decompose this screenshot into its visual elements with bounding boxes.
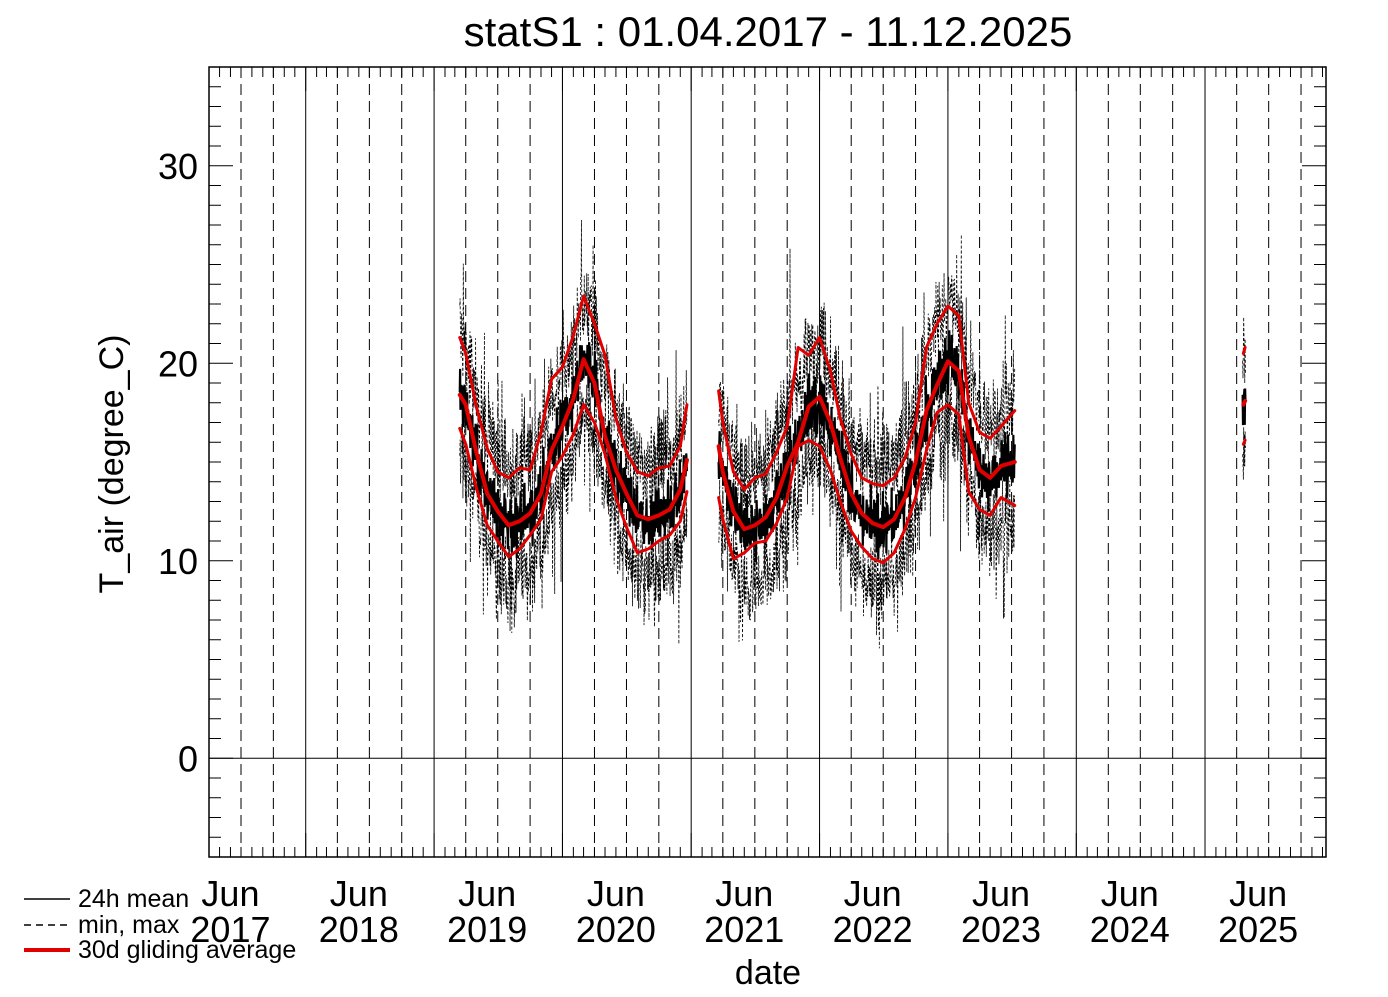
x-tick-label-month: Jun bbox=[972, 873, 1030, 914]
daily-mean-line bbox=[1241, 388, 1247, 426]
daily-max-line bbox=[1242, 317, 1246, 384]
x-tick-label-year: 2021 bbox=[704, 909, 784, 950]
x-tick-label-year: 2023 bbox=[961, 909, 1041, 950]
gliding-average-min-line bbox=[1241, 438, 1247, 446]
x-tick-label-year: 2024 bbox=[1090, 909, 1170, 950]
x-axis-label: date bbox=[735, 954, 801, 992]
y-tick-label: 0 bbox=[178, 738, 198, 779]
gliding-average-max-line bbox=[458, 294, 689, 480]
x-tick-label-year: 2022 bbox=[833, 909, 913, 950]
x-tick-label-month: Jun bbox=[1229, 873, 1287, 914]
tick-layer bbox=[208, 66, 1326, 858]
gliding-average-line bbox=[716, 359, 1017, 532]
x-tick-label-year: 2018 bbox=[319, 909, 399, 950]
x-tick-label-year: 2019 bbox=[447, 909, 527, 950]
x-tick-label-month: Jun bbox=[715, 873, 773, 914]
x-tick-label-month: Jun bbox=[587, 873, 645, 914]
data-layer bbox=[457, 220, 1248, 649]
gliding-average-max-line bbox=[1241, 345, 1247, 355]
label-layer: 0102030Jun2017Jun2018Jun2019Jun2020Jun20… bbox=[158, 146, 1298, 950]
x-tick-label-month: Jun bbox=[201, 873, 259, 914]
gliding-average-max-line bbox=[717, 304, 1017, 492]
daily-min-line bbox=[718, 373, 1016, 649]
x-tick-label-month: Jun bbox=[330, 873, 388, 914]
x-tick-label-year: 2020 bbox=[576, 909, 656, 950]
daily-min-line bbox=[459, 382, 688, 645]
gliding-average-line bbox=[1241, 398, 1248, 407]
x-tick-label-month: Jun bbox=[458, 873, 516, 914]
gliding-average-min-line bbox=[717, 403, 1017, 565]
y-tick-label: 20 bbox=[158, 343, 198, 384]
gliding-average-min-line bbox=[458, 403, 689, 559]
chart-title: statS1 : 01.04.2017 - 11.12.2025 bbox=[464, 8, 1073, 55]
legend-label: 30d gliding average bbox=[78, 936, 296, 964]
x-tick-label-month: Jun bbox=[844, 873, 902, 914]
x-tick-label-year: 2025 bbox=[1218, 909, 1298, 950]
x-tick-label-year: 2017 bbox=[190, 909, 270, 950]
legend-label: 24h mean bbox=[78, 885, 189, 913]
y-tick-label: 30 bbox=[158, 146, 198, 187]
daily-max-line bbox=[459, 220, 688, 520]
x-tick-label-month: Jun bbox=[1101, 873, 1159, 914]
y-tick-label: 10 bbox=[158, 541, 198, 582]
daily-max-line bbox=[718, 234, 1016, 525]
legend-label: min, max bbox=[78, 911, 180, 939]
gliding-average-line bbox=[457, 357, 689, 528]
y-axis-label: T_air (degree_C) bbox=[93, 335, 131, 594]
